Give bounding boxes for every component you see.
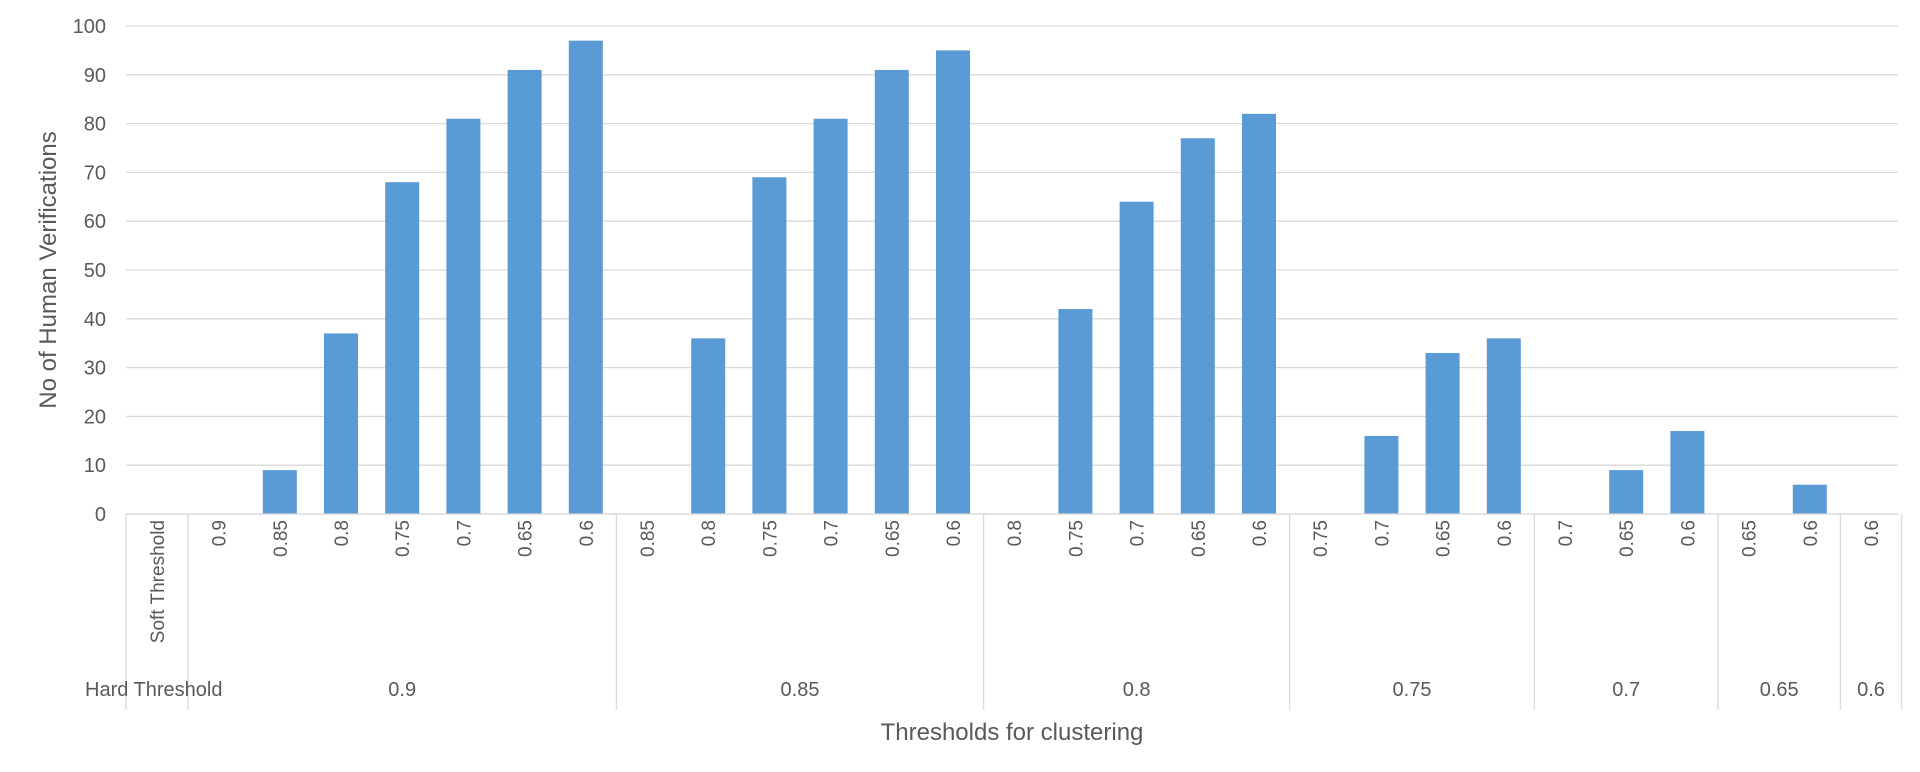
bar <box>1792 484 1827 514</box>
soft-threshold-label: 0.6 <box>944 520 965 546</box>
soft-threshold-label: 0.6 <box>1495 520 1516 546</box>
y-tick-label: 10 <box>84 455 106 477</box>
soft-threshold-label: 0.75 <box>1311 520 1332 557</box>
y-tick-label: 40 <box>84 309 106 331</box>
bar <box>446 118 481 514</box>
y-tick-label: 90 <box>84 65 106 87</box>
soft-threshold-label: 0.8 <box>332 520 353 546</box>
hard-threshold-label: 0.9 <box>388 679 416 701</box>
bars <box>262 40 1827 515</box>
y-tick-label: 0 <box>95 504 106 526</box>
soft-threshold-label: 0.6 <box>1862 520 1883 546</box>
soft-threshold-label: 0.65 <box>1617 520 1638 557</box>
y-axis-ticks: 0 10 20 30 40 50 60 70 80 90 100 <box>73 16 106 526</box>
soft-threshold-label: 0.85 <box>271 520 292 557</box>
bar <box>1609 470 1644 514</box>
hard-threshold-label: 0.8 <box>1123 679 1151 701</box>
bar <box>507 69 542 515</box>
bar <box>262 470 297 514</box>
soft-threshold-label: 0.7 <box>822 520 843 546</box>
soft-threshold-label: 0.65 <box>883 520 904 557</box>
hard-threshold-label: 0.75 <box>1393 679 1432 701</box>
bar <box>1058 309 1093 514</box>
soft-threshold-label: 0.8 <box>699 520 720 546</box>
bar <box>1486 338 1521 514</box>
soft-threshold-label: 0.65 <box>1434 520 1455 557</box>
bar <box>324 333 358 514</box>
bar <box>1180 138 1215 515</box>
bar <box>568 40 603 514</box>
soft-threshold-label: 0.75 <box>1066 520 1087 557</box>
soft-threshold-label: 0.6 <box>1801 520 1822 546</box>
soft-threshold-label: 0.75 <box>393 520 414 557</box>
bar <box>691 338 726 514</box>
soft-threshold-label: 0.65 <box>1189 520 1210 557</box>
soft-threshold-label: 0.65 <box>1740 520 1761 557</box>
soft-threshold-label: 0.75 <box>760 520 781 557</box>
soft-threshold-label: 0.7 <box>454 520 475 546</box>
y-tick-label: 50 <box>84 260 106 282</box>
gridlines <box>126 25 1898 515</box>
soft-threshold-row-label: Soft Threshold <box>148 520 169 643</box>
bar <box>1425 352 1460 514</box>
y-tick-label: 70 <box>84 162 106 184</box>
soft-threshold-label: 0.85 <box>638 520 659 557</box>
soft-threshold-label: 0.7 <box>1556 520 1577 546</box>
hard-threshold-row-label: Hard Threshold <box>85 679 222 701</box>
soft-threshold-label: 0.6 <box>577 520 598 546</box>
bar <box>813 118 848 514</box>
hard-threshold-label: 0.6 <box>1857 679 1885 701</box>
bar <box>936 50 970 515</box>
soft-threshold-label: 0.9 <box>210 520 231 546</box>
y-tick-label: 30 <box>84 358 106 380</box>
soft-threshold-label: 0.6 <box>1678 520 1699 546</box>
hard-threshold-label: 0.85 <box>781 679 820 701</box>
soft-threshold-label: 0.6 <box>1250 520 1271 546</box>
y-tick-label: 60 <box>84 211 106 233</box>
soft-threshold-label: 0.65 <box>516 520 537 557</box>
bar <box>1119 201 1154 514</box>
bar <box>385 182 420 514</box>
hard-threshold-label: 0.65 <box>1760 679 1799 701</box>
hard-threshold-label: 0.7 <box>1612 679 1640 701</box>
y-tick-label: 80 <box>84 114 106 136</box>
soft-threshold-label: 0.8 <box>1005 520 1026 546</box>
y-tick-label: 20 <box>84 406 106 428</box>
bar <box>752 177 787 514</box>
x-axis: 0.9 0.85 0.8 0.75 0.7 0.65 0.6 0.85 0.8 0.75 0.7 0.… <box>85 513 1903 710</box>
y-tick-label: 100 <box>73 16 106 38</box>
bar <box>1670 431 1705 514</box>
soft-threshold-label: 0.7 <box>1372 520 1393 546</box>
bar <box>1242 113 1276 514</box>
bar <box>1364 435 1399 514</box>
soft-threshold-label: 0.7 <box>1128 520 1149 546</box>
bar <box>874 69 909 515</box>
y-axis-label: No of Human Verifications <box>35 131 62 408</box>
x-axis-label: Thresholds for clustering <box>881 719 1144 746</box>
